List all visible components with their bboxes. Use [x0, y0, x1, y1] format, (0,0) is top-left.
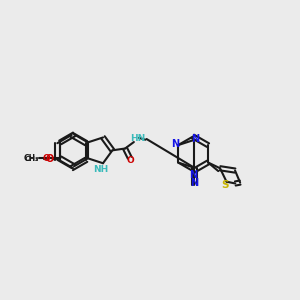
Text: N: N	[191, 134, 199, 144]
Text: HN: HN	[130, 134, 145, 143]
Text: N: N	[190, 178, 199, 188]
Text: O: O	[127, 155, 135, 164]
Text: CH₃: CH₃	[23, 154, 39, 163]
Text: NH: NH	[93, 164, 108, 173]
Text: O: O	[42, 154, 50, 163]
Text: N: N	[171, 139, 179, 149]
Text: S: S	[221, 180, 228, 190]
Text: N: N	[189, 169, 197, 180]
Text: O: O	[45, 154, 53, 164]
Text: CH₃: CH₃	[25, 156, 38, 162]
